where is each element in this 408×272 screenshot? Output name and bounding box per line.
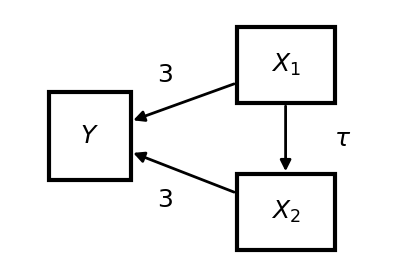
- Text: $Y$: $Y$: [80, 124, 99, 148]
- Text: $3$: $3$: [157, 188, 173, 212]
- Text: $X_2$: $X_2$: [271, 199, 300, 225]
- FancyBboxPatch shape: [237, 174, 335, 250]
- FancyBboxPatch shape: [237, 27, 335, 103]
- Text: $3$: $3$: [157, 63, 173, 87]
- FancyBboxPatch shape: [49, 92, 131, 180]
- Text: $X_1$: $X_1$: [271, 52, 300, 78]
- Text: $τ$: $τ$: [334, 127, 351, 151]
